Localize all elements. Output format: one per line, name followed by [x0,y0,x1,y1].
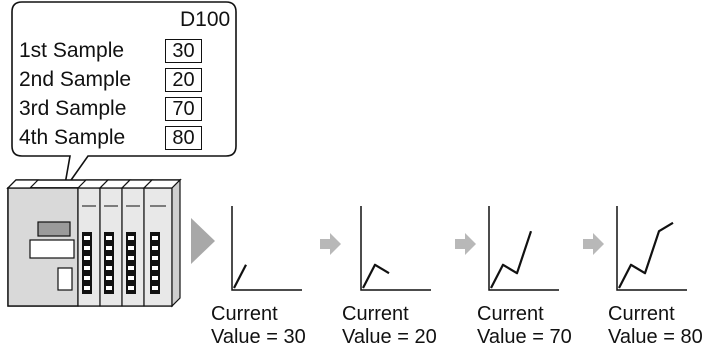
sample-label: 2nd Sample [19,68,132,91]
trend-graph-4 [616,206,687,291]
trend-line [362,263,390,289]
caption-line-1: Current [342,303,409,325]
trend-graph-1 [231,206,302,291]
arrow-right-icon [320,233,341,255]
graph-axes [360,206,431,291]
sample-value-box: 70 [165,97,202,122]
trend-graph-2 [360,206,431,291]
graph-caption-2: Current Value = 20 [342,303,437,349]
trend-line [490,230,533,289]
caption-line-2: Value = 80 [608,326,703,348]
sample-label: 3rd Sample [19,97,127,120]
trend-line [618,221,674,289]
trend-line [233,264,247,289]
graph-axes [488,206,559,291]
graph-caption-3: Current Value = 70 [477,303,572,349]
caption-line-2: Value = 30 [211,326,306,348]
graph-axes [231,206,302,291]
arrow-right-large-icon [191,218,215,264]
sample-label: 1st Sample [19,39,125,62]
graph-caption-4: Current Value = 80 [608,303,703,349]
plc-device-icon [6,178,182,308]
sample-row-2: 2nd Sample 20 [19,65,202,95]
sample-value-box: 20 [165,68,202,93]
graph-caption-1: Current Value = 30 [211,303,306,349]
arrow-right-icon [583,233,604,255]
arrow-right-icon [455,233,476,255]
trend-graph-3 [488,206,559,291]
caption-line-1: Current [211,303,278,325]
caption-line-1: Current [477,303,544,325]
sample-row-1: 1st Sample 30 [19,36,202,66]
sample-value-box: 30 [165,39,202,64]
sample-row-4: 4th Sample 80 [19,123,202,153]
caption-line-2: Value = 20 [342,326,437,348]
device-address-label: D100 [180,8,231,31]
caption-line-2: Value = 70 [477,326,572,348]
sample-value-box: 80 [165,126,202,151]
graph-axes [616,206,687,291]
sample-row-3: 3rd Sample 70 [19,94,202,124]
caption-line-1: Current [608,303,675,325]
sample-label: 4th Sample [19,126,126,149]
